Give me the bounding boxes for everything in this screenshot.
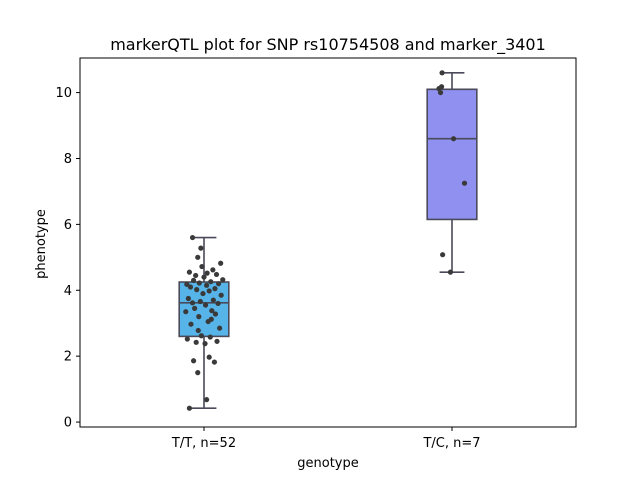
data-point bbox=[196, 280, 202, 286]
data-point bbox=[183, 309, 189, 315]
chart-title: markerQTL plot for SNP rs10754508 and ma… bbox=[110, 35, 546, 55]
data-point bbox=[190, 277, 197, 283]
x-tick-label: T/C, n=7 bbox=[422, 436, 480, 451]
y-tick-label: 8 bbox=[64, 152, 72, 167]
data-point bbox=[187, 284, 194, 290]
data-point bbox=[199, 263, 205, 270]
data-point bbox=[439, 70, 445, 76]
data-point bbox=[204, 282, 210, 288]
data-point bbox=[194, 287, 200, 293]
plot-area: 0 2 4 6 8 10 T/T, n=52 T/C, n=7 bbox=[55, 57, 577, 451]
data-point bbox=[215, 281, 222, 287]
data-point bbox=[220, 277, 226, 283]
data-point bbox=[190, 358, 197, 364]
data-point bbox=[208, 279, 214, 285]
data-point bbox=[186, 405, 193, 411]
data-point bbox=[213, 271, 220, 278]
data-point bbox=[437, 89, 444, 96]
data-point bbox=[217, 325, 223, 331]
x-axis-label: genotype bbox=[297, 456, 358, 471]
data-point bbox=[206, 354, 212, 360]
plot-frame bbox=[79, 57, 577, 428]
data-point bbox=[438, 84, 445, 90]
data-point bbox=[184, 336, 190, 342]
data-point bbox=[186, 269, 193, 275]
data-point bbox=[195, 254, 201, 260]
data-point bbox=[211, 359, 218, 365]
data-point bbox=[202, 302, 209, 308]
data-point bbox=[218, 260, 224, 266]
data-point bbox=[188, 321, 194, 327]
y-tick-label: 0 bbox=[64, 416, 72, 431]
data-point bbox=[212, 311, 219, 317]
data-point bbox=[198, 333, 204, 339]
data-point bbox=[440, 252, 446, 258]
data-point bbox=[192, 305, 198, 311]
y-tick-label: 6 bbox=[64, 218, 72, 233]
y-axis-label: phenotype bbox=[34, 209, 49, 279]
x-tick-label: T/T, n=52 bbox=[171, 436, 236, 451]
data-point bbox=[447, 269, 454, 275]
data-point bbox=[214, 338, 220, 344]
data-point bbox=[189, 300, 196, 306]
data-point bbox=[195, 327, 201, 334]
data-point bbox=[197, 298, 203, 305]
data-point bbox=[202, 341, 208, 347]
data-point bbox=[206, 288, 212, 294]
data-point bbox=[193, 272, 199, 279]
data-point bbox=[204, 270, 210, 276]
data-point bbox=[195, 370, 201, 376]
data-point bbox=[461, 180, 468, 186]
data-point bbox=[208, 316, 214, 322]
data-point bbox=[193, 339, 199, 345]
data-point bbox=[189, 234, 196, 241]
data-point bbox=[196, 314, 202, 320]
data-point bbox=[200, 290, 206, 297]
data-point bbox=[212, 286, 218, 292]
data-point bbox=[450, 136, 457, 142]
data-point bbox=[207, 334, 213, 340]
data-point bbox=[210, 297, 216, 303]
data-point bbox=[201, 274, 207, 280]
data-point bbox=[184, 281, 190, 287]
data-point bbox=[210, 267, 216, 273]
y-tick-label: 4 bbox=[64, 284, 72, 299]
data-point bbox=[209, 308, 215, 314]
box-iqr bbox=[426, 88, 478, 221]
data-point bbox=[218, 292, 224, 298]
y-tick-label: 10 bbox=[55, 86, 72, 101]
data-point bbox=[198, 245, 204, 251]
data-point bbox=[204, 397, 210, 403]
data-point bbox=[185, 295, 191, 302]
data-point bbox=[215, 300, 221, 307]
y-tick-label: 2 bbox=[64, 350, 72, 365]
